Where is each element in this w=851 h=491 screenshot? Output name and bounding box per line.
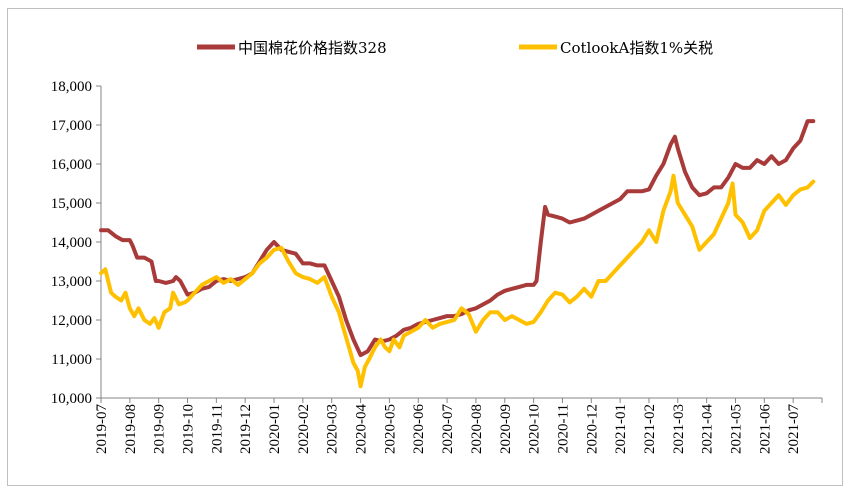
x-tick-label: 2020-03 <box>325 404 341 454</box>
x-axis: 2019-07 2019-08 2019-09 2019-10 2019-11 2019-… <box>94 398 822 454</box>
x-tick-label: 2020-01 <box>267 404 283 454</box>
y-tick-label: 18,000 <box>51 79 92 95</box>
x-tick-label: 2020-09 <box>498 404 514 454</box>
y-tick-label: 10,000 <box>51 391 92 407</box>
x-tick-label: 2020-04 <box>354 404 370 454</box>
y-tick-label: 14,000 <box>51 235 92 251</box>
x-tick-label: 2020-07 <box>440 404 456 454</box>
legend-label-cotton-328: 中国棉花价格指数328 <box>238 39 387 57</box>
y-tick-label: 17,000 <box>51 118 92 134</box>
legend: 中国棉花价格指数328 CotlookA指数1%关税 <box>197 39 713 57</box>
y-tick-label: 16,000 <box>51 157 92 173</box>
x-tick-label: 2020-02 <box>296 404 312 454</box>
x-tick-label: 2019-07 <box>94 404 110 454</box>
x-tick-label: 2021-05 <box>728 404 744 454</box>
x-tick-label: 2020-05 <box>382 404 398 454</box>
legend-label-cotlook-a: CotlookA指数1%关税 <box>560 39 713 57</box>
x-tick-label: 2019-12 <box>238 404 254 454</box>
x-tick-label: 2020-12 <box>584 404 600 454</box>
x-tick-label: 2021-01 <box>613 404 629 454</box>
series-line-cotton-328 <box>101 121 813 355</box>
y-axis: 10,000 11,000 12,000 13,000 14,000 15,000 16,0… <box>51 79 101 407</box>
x-tick-label: 2020-06 <box>411 404 427 454</box>
x-tick-label: 2020-08 <box>469 404 485 454</box>
series-line-cotlook-a <box>101 176 813 387</box>
y-tick-label: 13,000 <box>51 274 92 290</box>
x-tick-label: 2021-02 <box>642 404 658 454</box>
x-tick-label: 2019-09 <box>152 404 168 454</box>
y-tick-label: 11,000 <box>51 352 92 368</box>
x-tick-label: 2021-07 <box>786 404 802 454</box>
series-group <box>101 121 813 386</box>
y-tick-label: 12,000 <box>51 313 92 329</box>
x-tick-label: 2019-10 <box>181 404 197 454</box>
x-tick-label: 2021-03 <box>671 404 687 454</box>
x-tick-label: 2019-08 <box>123 404 139 454</box>
y-tick-label: 15,000 <box>51 196 92 212</box>
x-tick-label: 2021-06 <box>757 404 773 454</box>
x-tick-label: 2019-11 <box>209 404 225 453</box>
x-tick-label: 2020-11 <box>555 404 571 453</box>
x-tick-label: 2020-10 <box>527 404 543 454</box>
x-tick-label: 2021-04 <box>700 404 716 454</box>
